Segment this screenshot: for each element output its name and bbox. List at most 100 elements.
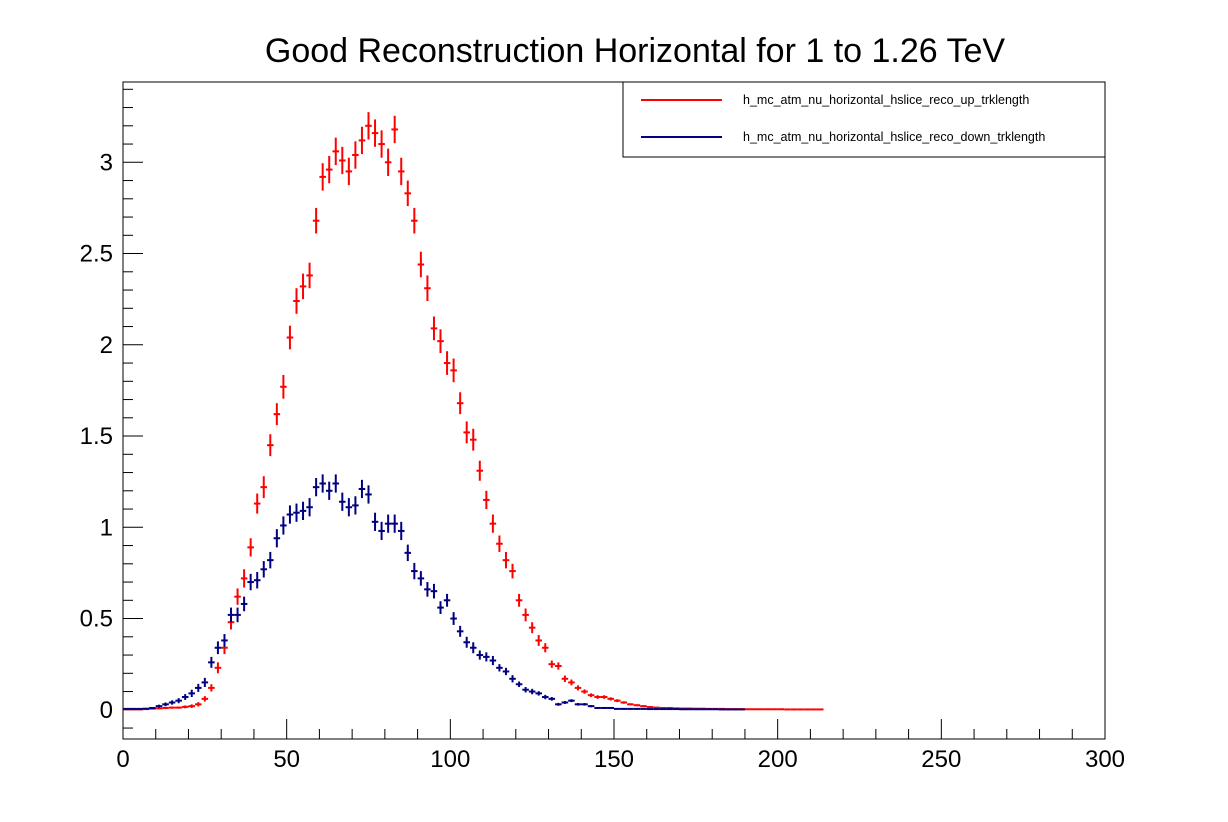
data-point [744,708,752,711]
data-point [797,708,804,711]
data-point [443,351,451,375]
data-point [306,262,313,289]
data-point [555,702,562,706]
data-point [325,155,333,184]
data-point [476,650,484,660]
data-point [352,141,359,169]
data-point [253,493,261,514]
data-point [299,501,307,520]
data-point [594,695,601,699]
data-point [155,704,163,708]
data-point [535,691,542,696]
data-point [234,588,241,605]
data-point [260,476,268,499]
data-point [175,706,182,709]
data-point [247,538,254,557]
data-point [476,460,484,481]
data-point [548,660,556,668]
data-point [319,474,326,493]
data-point [574,703,582,706]
data-point [345,498,353,517]
data-point [712,708,719,711]
data-point [404,544,412,562]
data-point [430,316,438,341]
data-point [240,569,248,588]
series-layer [123,112,824,711]
data-point [627,703,634,706]
data-point [247,573,254,591]
data-point [142,707,150,710]
data-point [646,708,654,711]
y-tick-label: 0.5 [80,606,113,633]
legend-label-down: h_mc_atm_nu_horizontal_hslice_reco_down_… [743,130,1045,144]
data-point [345,157,353,186]
data-point [195,702,202,707]
data-point [358,126,366,155]
data-point [614,699,621,703]
data-point [339,492,346,511]
data-point [803,708,811,711]
data-point [607,706,614,709]
data-point [188,689,196,698]
data-point [587,705,595,708]
data-point [378,521,385,541]
data-point [528,622,536,634]
data-point [496,535,503,552]
data-point [371,119,379,147]
data-point [411,207,418,234]
data-point [162,706,169,710]
data-point [620,701,628,704]
data-point [574,685,582,691]
data-point [437,329,444,354]
data-point [646,706,654,709]
y-tick-label: 2 [100,332,113,359]
data-point [397,157,405,186]
legend-box [622,81,1106,158]
data-point [397,521,405,541]
data-point [267,551,274,569]
data-point [555,662,562,670]
data-point [149,706,156,709]
data-point [208,656,215,668]
data-point [162,702,169,707]
x-tick-label: 250 [921,746,961,773]
data-point [365,112,372,140]
data-point [679,708,687,711]
data-point [489,514,497,533]
data-point [358,479,366,499]
data-point [509,675,516,683]
data-point [339,146,346,175]
series-0 [123,112,824,711]
data-point [515,593,523,607]
data-point [208,684,215,692]
data-point [378,130,385,158]
data-point [456,625,464,637]
data-point [541,643,549,653]
series-1 [123,474,745,711]
data-point [528,688,536,695]
data-point [293,288,300,314]
data-point [718,708,726,711]
data-point [424,275,431,301]
data-point [483,652,490,662]
data-point [496,664,503,672]
data-point [214,662,222,674]
x-tick-label: 50 [273,746,300,773]
data-point [810,708,817,711]
data-point [764,708,772,711]
data-point [175,698,182,704]
data-point [548,697,556,701]
data-point [594,706,601,709]
y-tick-label: 1.5 [80,423,113,450]
data-point [280,516,287,535]
data-point [581,703,588,706]
data-point [371,512,379,531]
data-point [463,421,470,444]
data-point [391,115,398,144]
data-point [600,695,608,699]
x-tick-label: 300 [1085,746,1125,773]
data-point [725,708,732,711]
data-point [450,612,457,625]
data-point [424,582,431,597]
